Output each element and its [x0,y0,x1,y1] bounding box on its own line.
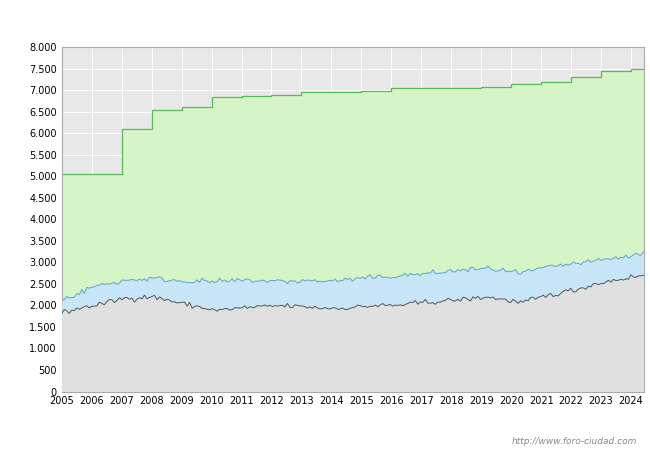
Text: FORO-CIUDAD.COM: FORO-CIUDAD.COM [202,233,504,261]
Text: http://www.foro-ciudad.com: http://www.foro-ciudad.com [512,436,637,446]
Text: Brunete - Evolucion de la poblacion en edad de Trabajar Mayo de 2024: Brunete - Evolucion de la poblacion en e… [88,15,562,28]
